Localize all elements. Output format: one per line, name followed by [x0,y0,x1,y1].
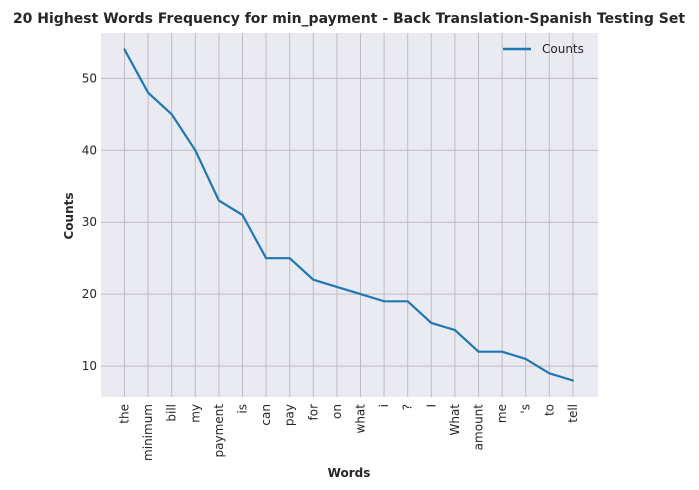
x-tick-label: to [542,404,556,416]
x-tick-label: minimum [141,404,155,461]
chart-title: 20 Highest Words Frequency for min_payme… [13,11,685,27]
x-tick-label: amount [472,404,486,451]
plot-area [101,33,598,397]
x-axis-label: Words [328,466,371,480]
y-tick-labels: 10 20 30 40 50 [82,71,97,373]
y-tick-label: 20 [82,287,97,301]
x-tick-label: pay [283,404,297,426]
x-tick-label: i [377,404,391,407]
y-tick-label: 10 [82,359,97,373]
legend: Counts [503,42,584,56]
x-tick-label: on [330,404,344,419]
x-tick-label: what [354,404,368,434]
y-tick-label: 50 [82,71,97,85]
y-gridlines [101,77,598,367]
x-tick-label: the [118,404,132,424]
legend-label-counts: Counts [542,42,584,56]
x-tick-label: can [259,404,273,426]
x-tick-label: ? [401,404,415,410]
x-tick-label: What [448,404,462,436]
series-line-counts [123,48,574,382]
y-tick-label: 30 [82,215,97,229]
x-tick-labels: the minimum bill my payment is can pay for on what… [118,404,580,461]
x-tick-label: 's [519,404,533,414]
y-tick-label: 40 [82,143,97,157]
x-tick-label: tell [566,404,580,423]
x-tick-label: bill [165,404,179,422]
x-tick-label: payment [212,404,226,458]
x-tick-label: I [424,404,438,408]
x-tick-label: my [188,404,202,423]
x-tick-label: me [495,404,509,423]
x-tick-label: is [236,404,250,414]
x-gridlines [124,33,574,397]
y-axis-label: Counts [62,192,76,239]
x-tick-label: for [306,404,320,421]
